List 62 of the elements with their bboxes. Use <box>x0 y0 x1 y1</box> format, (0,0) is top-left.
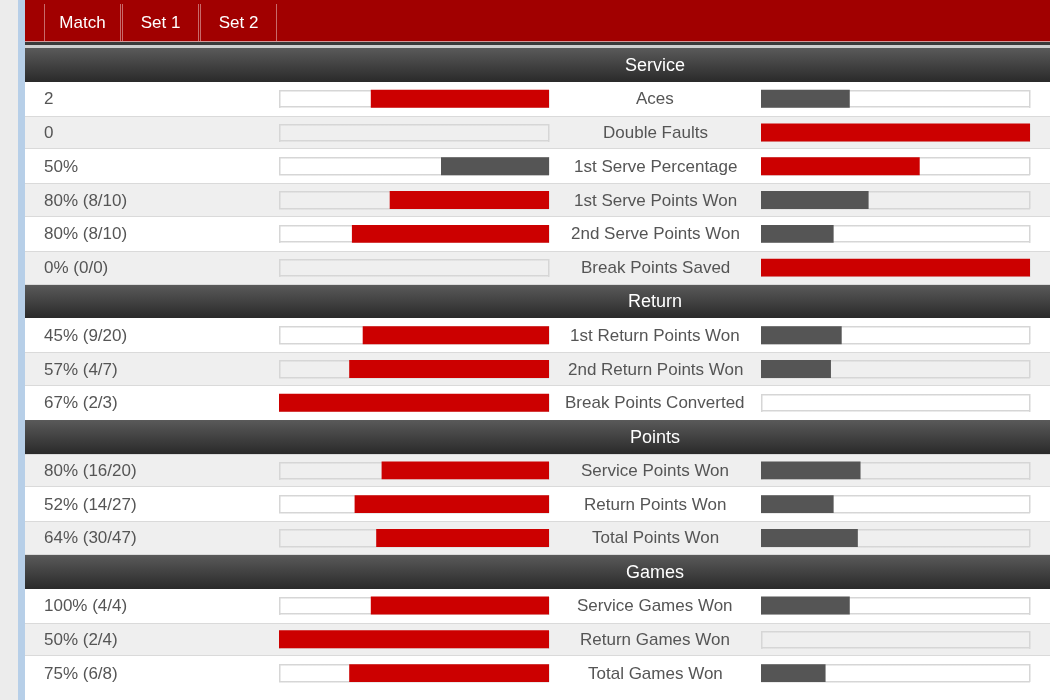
bar <box>376 528 549 547</box>
text: 64% (30/47) <box>44 528 137 547</box>
text: 100% (4/4) <box>44 596 128 615</box>
text: 57% (4/7) <box>44 360 118 379</box>
bar <box>354 495 549 514</box>
bar <box>761 461 861 480</box>
bar <box>761 123 1030 142</box>
tab: Match <box>44 4 121 41</box>
y-tick-label: Double Faults <box>603 123 708 142</box>
y-tick-label: Total Games Won <box>588 664 723 683</box>
y-tick-label: Service <box>625 55 686 75</box>
y-tick-label: Games <box>626 562 685 582</box>
bar <box>761 664 826 683</box>
bar <box>279 630 549 649</box>
y-tick-label: Break Points Saved <box>581 258 731 277</box>
y-tick-label: 2nd Serve Points Won <box>571 224 740 243</box>
y-tick-label: Aces <box>636 89 674 108</box>
bar <box>761 495 834 514</box>
text: 67% (2/3) <box>44 393 118 412</box>
y-tick-label: 1st Serve Points Won <box>574 191 738 210</box>
bar <box>362 326 549 345</box>
bar <box>761 596 850 615</box>
bar <box>370 89 549 108</box>
bar <box>761 157 920 176</box>
text: 80% (8/10) <box>44 191 128 210</box>
bar <box>351 224 549 243</box>
bar <box>761 224 834 243</box>
bar <box>761 89 850 108</box>
y-tick-label: Total Points Won <box>592 528 720 547</box>
text: 0% (0/0) <box>44 258 109 277</box>
y-tick-label: 1st Serve Percentage <box>574 157 738 176</box>
text: 80% (16/20) <box>44 461 137 480</box>
y-tick-label: Break Points Converted <box>565 393 745 412</box>
y-tick-label: Return <box>628 291 683 311</box>
bar <box>761 258 1030 277</box>
y-tick-label: Service Games Won <box>577 596 733 615</box>
bar <box>370 596 549 615</box>
bar <box>761 360 831 378</box>
bar <box>761 326 842 345</box>
bar <box>761 528 858 547</box>
tab: Set 1 <box>122 4 199 41</box>
bar <box>349 664 549 683</box>
y-tick-label: Return Games Won <box>580 630 730 649</box>
text: 75% (6/8) <box>44 664 118 683</box>
bar <box>441 157 549 176</box>
text: 80% (8/10) <box>44 224 128 243</box>
y-tick-label: Service Points Won <box>581 461 730 480</box>
text: 50% <box>44 157 79 176</box>
bar <box>349 360 549 378</box>
y-tick-label: Points <box>630 427 681 447</box>
bar <box>381 461 549 480</box>
text: 0 <box>44 123 54 142</box>
text: 50% (2/4) <box>44 630 118 649</box>
y-tick-label: 2nd Return Points Won <box>568 360 744 379</box>
bar <box>389 191 549 210</box>
text: 52% (14/27) <box>44 495 137 514</box>
y-tick-label: 1st Return Points Won <box>570 326 740 345</box>
bar <box>761 191 869 210</box>
y-tick-label: Return Points Won <box>584 495 727 514</box>
tab: Set 2 <box>200 4 277 41</box>
text: 45% (9/20) <box>44 326 128 345</box>
text: 2 <box>44 89 54 108</box>
